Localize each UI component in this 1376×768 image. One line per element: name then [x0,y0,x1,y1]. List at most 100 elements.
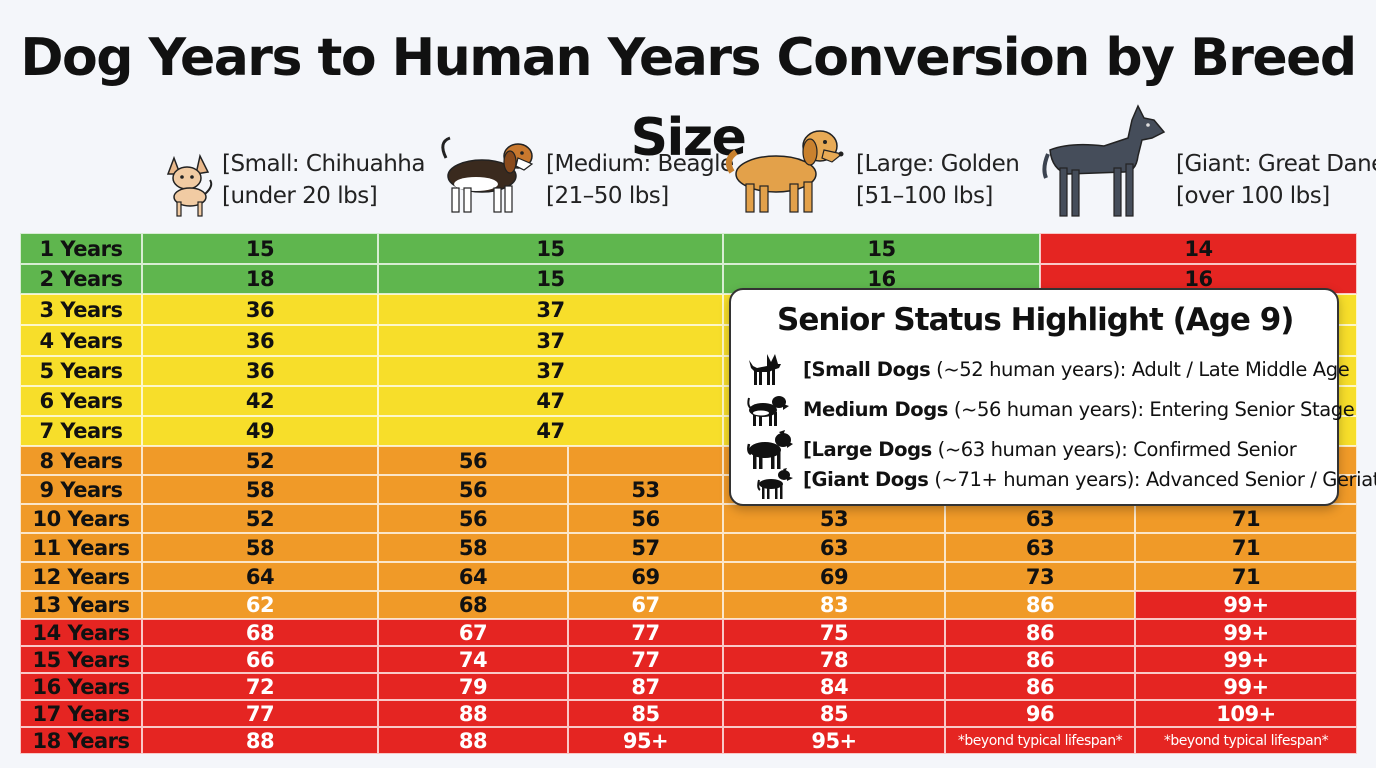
table-cell: 42 [142,386,378,416]
table-cell: 69 [568,562,723,591]
table-cell: 56 [378,475,568,504]
table-cell: 72 [142,673,378,700]
table-cell: 37 [378,294,723,325]
table-cell: 84 [723,673,945,700]
popup-item-small-text: [Small Dogs (~52 human years): Adult / L… [803,358,1350,381]
senior-status-popup: Senior Status Highlight (Age 9) [Small D… [729,288,1376,506]
table-cell: 71 [1135,562,1357,591]
golden-retriever-icon [725,130,844,213]
popup-item-small: [Small Dogs (~52 human years): Adult / L… [745,352,1350,388]
table-cell: 86 [945,619,1135,646]
row-label: 18 Years [20,727,142,754]
table-cell: 88 [142,727,378,754]
breed-label-giant: [Giant: Great Dane [over 100 lbs] [1176,151,1376,209]
table-cell: 86 [945,591,1135,619]
table-cell: 57 [568,533,723,562]
breed-header-large: [Large: Golden [51–100 lbs] [722,118,1022,228]
table-cell: 53 [723,504,945,533]
table-cell: 95+ [723,727,945,754]
table-cell: 71 [1135,533,1357,562]
table-cell: 36 [142,294,378,325]
small-dog-silhouette-icon [749,354,781,385]
beagle-icon [441,136,534,213]
giant-dog-silhouette-icon [757,468,793,499]
table-cell: 63 [945,533,1135,562]
row-label: 1 Years [20,233,142,264]
table-cell: 52 [142,504,378,533]
row-label: 10 Years [20,504,142,533]
row-label: 15 Years [20,646,142,673]
table-cell: 67 [378,619,568,646]
large-dog-silhouette-icon [747,430,793,469]
table-cell: 63 [945,504,1135,533]
table-cell: 99+ [1135,591,1357,619]
table-cell: 77 [568,646,723,673]
table-cell: 15 [723,233,1040,264]
popup-item-medium-text: Medium Dogs (~56 human years): Entering … [803,398,1355,421]
table-cell: 36 [142,325,378,356]
table-cell: 75 [723,619,945,646]
table-cell: 58 [142,475,378,504]
table-cell: 88 [378,700,568,727]
row-label: 13 Years [20,591,142,619]
table-cell: 67 [568,591,723,619]
row-label: 2 Years [20,264,142,294]
table-cell: 56 [568,504,723,533]
popup-item-giant-text: [Giant Dogs (~71+ human years): Advanced… [803,468,1376,491]
medium-dog-silhouette-icon [747,396,789,426]
table-cell: 14 [1040,233,1357,264]
table-cell: 86 [945,673,1135,700]
row-label: 8 Years [20,446,142,475]
table-cell: 56 [378,446,568,475]
table-cell: 47 [378,386,723,416]
table-cell: 74 [378,646,568,673]
table-cell: 15 [378,233,723,264]
row-label: 17 Years [20,700,142,727]
table-cell: 95+ [568,727,723,754]
popup-title: Senior Status Highlight (Age 9) [777,302,1294,338]
table-cell: 83 [723,591,945,619]
table-cell: 99+ [1135,673,1357,700]
table-cell: 88 [378,727,568,754]
table-cell: 18 [142,264,378,294]
table-cell: 58 [378,533,568,562]
table-cell: 37 [378,325,723,356]
popup-item-large: [Large Dogs (~63 human years): Confirmed… [745,430,1335,469]
table-cell: *beyond typical lifespan* [945,727,1135,754]
table-cell: 85 [723,700,945,727]
table-cell: 99+ [1135,646,1357,673]
table-cell: 87 [568,673,723,700]
table-cell: 109+ [1135,700,1357,727]
table-cell: 71 [1135,504,1357,533]
row-label: 7 Years [20,416,142,446]
great-dane-icon [1042,104,1166,217]
chihuahua-icon [166,153,213,217]
table-cell: 69 [723,562,945,591]
row-label: 11 Years [20,533,142,562]
row-label: 5 Years [20,356,142,386]
row-label: 14 Years [20,619,142,646]
table-cell: 15 [142,233,378,264]
table-cell: 77 [142,700,378,727]
row-label: 12 Years [20,562,142,591]
table-cell: 99+ [1135,619,1357,646]
table-cell: 56 [378,504,568,533]
popup-item-large-text: [Large Dogs (~63 human years): Confirmed… [803,438,1297,461]
table-cell: 79 [378,673,568,700]
breed-header-giant: [Giant: Great Dane [over 100 lbs] [1040,104,1376,228]
table-cell: 53 [568,475,723,504]
table-cell: 86 [945,646,1135,673]
table-cell: 64 [142,562,378,591]
chart-title: Dog Years to Human Years Conversion by B… [20,28,1357,168]
row-label: 4 Years [20,325,142,356]
table-cell: 68 [378,591,568,619]
breed-label-medium: [Medium: Beagle [21–50 lbs] [546,151,734,209]
table-cell: 49 [142,416,378,446]
breed-header-medium: [Medium: Beagle [21–50 lbs] [430,118,734,228]
row-label: 9 Years [20,475,142,504]
popup-item-medium: Medium Dogs (~56 human years): Entering … [745,392,1355,428]
row-label: 3 Years [20,294,142,325]
breed-label-small: [Small: Chihuahha [under 20 lbs] [222,151,425,209]
breed-label-large: [Large: Golden [51–100 lbs] [856,151,1020,209]
